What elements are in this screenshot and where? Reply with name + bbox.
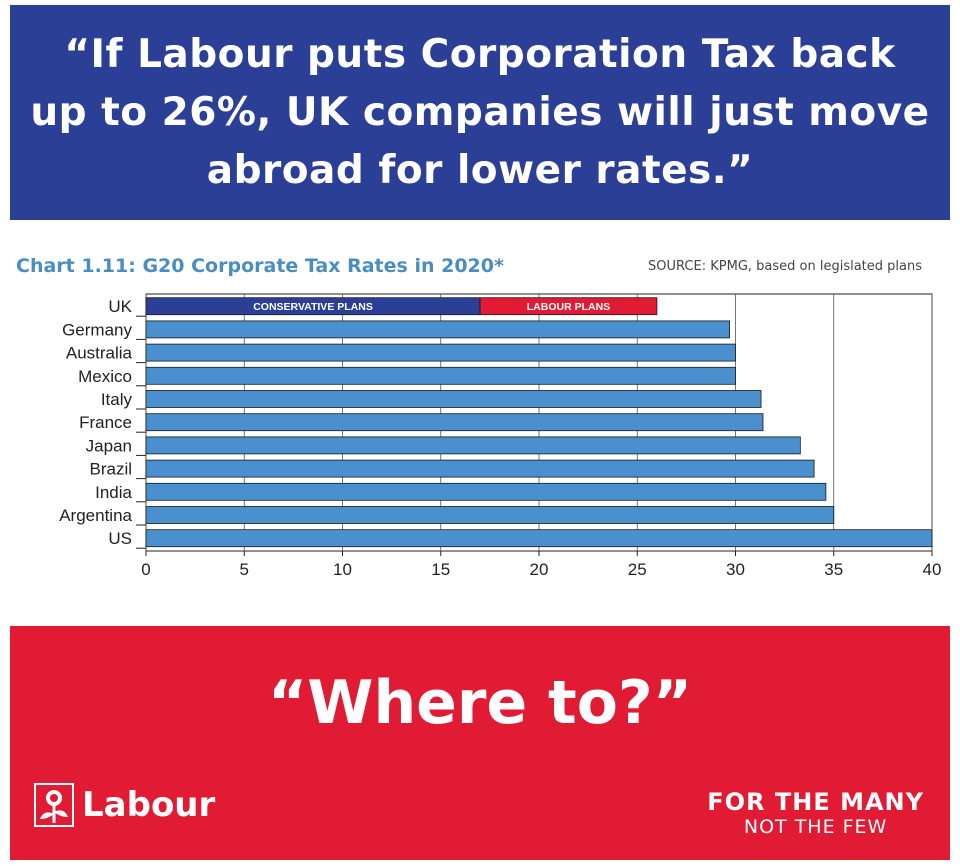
x-tick-label: 35: [824, 560, 843, 579]
labour-plans-bar: [479, 297, 658, 316]
country-label: UK: [108, 297, 132, 316]
x-tick-label: 5: [240, 560, 249, 579]
country-label: Brazil: [89, 460, 132, 479]
country-label: US: [108, 529, 132, 548]
bar-india: [145, 482, 827, 501]
chart-source: SOURCE: KPMG, based on legislated plans: [648, 259, 922, 274]
segment-label: LABOUR PLANS: [527, 301, 610, 313]
bar-japan: [145, 436, 801, 455]
x-tick-label: 40: [923, 560, 942, 579]
bar-brazil: [145, 459, 815, 478]
bars: CONSERVATIVE PLANS LABOUR PLANS: [145, 297, 933, 548]
slogan-main: FOR THE MANY: [707, 788, 924, 816]
logo-text: Labour: [82, 785, 216, 825]
bar-italy: [145, 390, 762, 408]
country-labels: UK Germany Australia Mexico Italy France Japan…: [59, 297, 146, 549]
x-tick-labels: 0 5 10 15 20 25 30 35 40: [141, 560, 941, 579]
slogan: FOR THE MANY NOT THE FEW: [707, 788, 924, 838]
x-tick-label: 30: [726, 560, 745, 579]
bar-us: [145, 529, 933, 548]
x-tick-label: 10: [333, 560, 352, 579]
bar-germany: [145, 320, 731, 339]
country-label: Mexico: [78, 367, 132, 386]
x-tick-label: 20: [530, 560, 549, 579]
labour-logo: Labour: [34, 783, 215, 827]
bottom-banner: [10, 626, 950, 860]
slogan-sub: NOT THE FEW: [743, 816, 888, 838]
x-tick-label: 0: [141, 560, 150, 579]
bar-argentina: [145, 506, 835, 524]
bar-france: [145, 413, 764, 432]
country-label: Germany: [62, 320, 132, 339]
top-banner: “If Labour puts Corporation Tax back up …: [10, 5, 950, 220]
country-label: Argentina: [59, 506, 132, 525]
chart-title: Chart 1.11: G20 Corporate Tax Rates in 2…: [16, 255, 504, 277]
country-label: India: [95, 483, 132, 502]
tax-rate-chart: CONSERVATIVE PLANS LABOUR PLANS UK Germany…: [59, 293, 941, 579]
x-tick-label: 15: [431, 560, 450, 579]
country-label: Italy: [101, 390, 133, 409]
x-tick-label: 25: [628, 560, 647, 579]
rose-icon: [34, 783, 74, 827]
response-quote: “Where to?”: [267, 668, 693, 738]
bar-mexico: [145, 366, 736, 385]
country-label: Australia: [66, 344, 133, 363]
country-label: Japan: [86, 436, 132, 455]
segment-label: CONSERVATIVE PLANS: [253, 301, 373, 313]
headline-quote: “If Labour puts Corporation Tax back up …: [30, 31, 930, 193]
bar-australia: [145, 343, 736, 362]
country-label: France: [79, 413, 132, 432]
